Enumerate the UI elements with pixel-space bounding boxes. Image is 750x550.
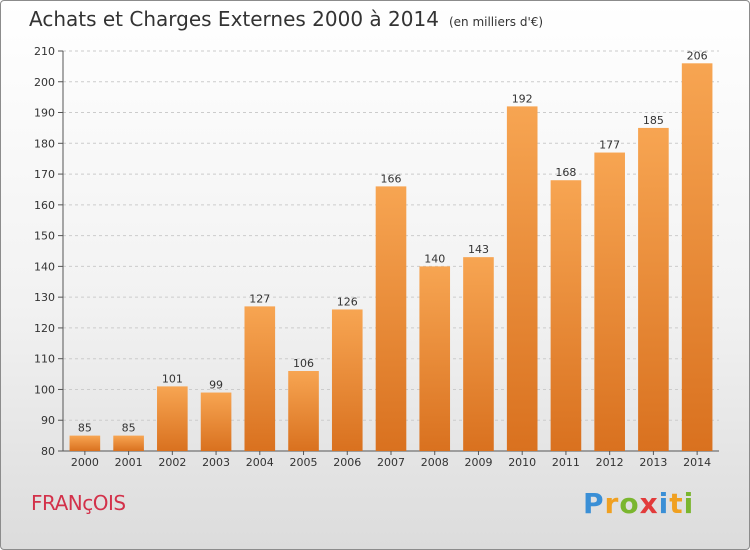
logo-letter: i bbox=[658, 487, 670, 520]
x-tick-label: 2002 bbox=[158, 456, 186, 469]
x-tick-label: 2005 bbox=[290, 456, 318, 469]
bar-value-label: 126 bbox=[337, 295, 358, 308]
x-tick-label: 2003 bbox=[202, 456, 230, 469]
axes: 8090100110120130140150160170180190200210… bbox=[34, 45, 719, 469]
bar-value-label: 192 bbox=[512, 92, 533, 105]
y-tick-label: 170 bbox=[34, 168, 55, 181]
y-tick-label: 110 bbox=[34, 353, 55, 366]
bar bbox=[200, 392, 232, 451]
bar bbox=[681, 63, 713, 452]
bar-value-label: 127 bbox=[249, 292, 270, 305]
y-tick-label: 210 bbox=[34, 45, 55, 58]
y-tick-label: 150 bbox=[34, 230, 55, 243]
bar-value-label: 85 bbox=[78, 422, 92, 435]
y-tick-label: 90 bbox=[41, 414, 55, 427]
x-tick-label: 2006 bbox=[333, 456, 361, 469]
y-tick-label: 140 bbox=[34, 260, 55, 273]
x-tick-label: 2014 bbox=[683, 456, 711, 469]
logo-letter: i bbox=[683, 487, 695, 520]
bar bbox=[69, 435, 101, 451]
logo-letter: P bbox=[583, 487, 605, 520]
x-tick-label: 2012 bbox=[596, 456, 624, 469]
y-tick-label: 130 bbox=[34, 291, 55, 304]
x-tick-label: 2009 bbox=[464, 456, 492, 469]
bar-value-label: 85 bbox=[122, 422, 136, 435]
bar-value-label: 140 bbox=[424, 252, 445, 265]
y-tick-label: 200 bbox=[34, 76, 55, 89]
bar bbox=[288, 371, 319, 451]
x-tick-label: 2008 bbox=[421, 456, 449, 469]
chart-title-text: Achats et Charges Externes 2000 à 2014 bbox=[29, 7, 439, 31]
bar bbox=[419, 266, 451, 451]
commune-name: FRANçOIS bbox=[31, 491, 126, 515]
y-tick-label: 160 bbox=[34, 199, 55, 212]
y-tick-label: 100 bbox=[34, 383, 55, 396]
bars bbox=[69, 63, 713, 452]
bar bbox=[113, 435, 144, 451]
proxiti-logo: Proxiti bbox=[583, 487, 694, 520]
y-tick-label: 120 bbox=[34, 322, 55, 335]
y-tick-label: 80 bbox=[41, 445, 55, 458]
chart-unit: (en milliers d'€) bbox=[448, 15, 544, 29]
logo-letter: o bbox=[619, 487, 640, 520]
x-tick-label: 2007 bbox=[377, 456, 405, 469]
bar-value-label: 106 bbox=[293, 357, 314, 370]
bar-value-label: 185 bbox=[643, 114, 664, 127]
bar bbox=[157, 386, 188, 451]
bar-value-label: 206 bbox=[687, 49, 708, 62]
bar-value-label: 177 bbox=[599, 139, 620, 152]
bar bbox=[506, 106, 538, 451]
bar-value-label: 168 bbox=[555, 166, 576, 179]
logo-letter: t bbox=[669, 487, 684, 520]
bar-value-label: 166 bbox=[381, 172, 402, 185]
bar bbox=[550, 180, 582, 451]
bar bbox=[594, 152, 625, 452]
logo-letter: x bbox=[639, 487, 659, 520]
x-tick-label: 2013 bbox=[639, 456, 667, 469]
bar bbox=[244, 306, 276, 451]
bar bbox=[463, 257, 494, 451]
chart-title: Achats et Charges Externes 2000 à 2014 (e… bbox=[29, 7, 543, 31]
bar bbox=[331, 309, 363, 451]
x-tick-label: 2001 bbox=[115, 456, 143, 469]
bar-value-label: 143 bbox=[468, 243, 489, 256]
y-tick-label: 190 bbox=[34, 107, 55, 120]
x-tick-label: 2010 bbox=[508, 456, 536, 469]
logo-letter: r bbox=[604, 487, 620, 520]
bar bbox=[638, 127, 669, 451]
x-tick-label: 2011 bbox=[552, 456, 580, 469]
bar-value-label: 99 bbox=[209, 379, 223, 392]
x-tick-label: 2000 bbox=[71, 456, 99, 469]
y-tick-label: 180 bbox=[34, 137, 55, 150]
data-labels: 85 85 101 99 127 106 126 166 140 143 192 168 177 185 2… bbox=[78, 49, 708, 434]
bar bbox=[375, 186, 407, 451]
x-tick-label: 2004 bbox=[246, 456, 274, 469]
bar-value-label: 101 bbox=[162, 372, 183, 385]
